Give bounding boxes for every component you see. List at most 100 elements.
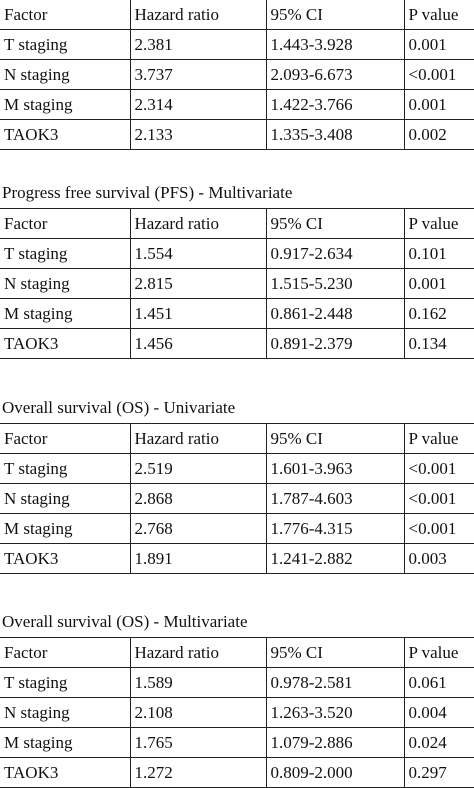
cell-factor: T staging: [0, 667, 131, 698]
table-row: N staging 3.737 2.093-6.673 <0.001: [0, 59, 474, 90]
table-header-row: Factor Hazard ratio 95% CI P value: [0, 0, 474, 30]
cell-factor: TAOK3: [0, 328, 131, 359]
cell-ci: 0.809-2.000: [265, 757, 405, 788]
table-caption: Overall survival (OS) - Univariate: [2, 398, 236, 417]
hazard-table: Factor Hazard ratio 95% CI P value T sta…: [0, 208, 474, 359]
cell-ci: 1.079-2.886: [265, 727, 405, 758]
table-header-row: Factor Hazard ratio 95% CI P value: [0, 423, 474, 454]
cell-p-value: <0.001: [403, 513, 474, 544]
cell-ci: 1.263-3.520: [265, 697, 405, 728]
cell-factor: N staging: [0, 697, 131, 728]
hazard-table: Factor Hazard ratio 95% CI P value T sta…: [0, 637, 474, 788]
cell-factor: TAOK3: [0, 757, 131, 788]
cell-ci: 1.515-5.230: [265, 268, 405, 299]
table-row: M staging 1.765 1.079-2.886 0.024: [0, 727, 474, 758]
cell-ci: 0.861-2.448: [265, 298, 405, 329]
cell-hazard-ratio: 3.737: [129, 59, 267, 90]
cell-hazard-ratio: 2.815: [129, 268, 267, 299]
cell-p-value: <0.001: [403, 59, 474, 90]
header-p-value: P value: [403, 637, 474, 668]
cell-p-value: 0.162: [403, 298, 474, 329]
header-factor: Factor: [0, 208, 131, 239]
cell-hazard-ratio: 2.133: [129, 119, 267, 150]
header-ci: 95% CI: [265, 208, 405, 239]
cell-factor: N staging: [0, 483, 131, 514]
cell-hazard-ratio: 2.768: [129, 513, 267, 544]
header-factor: Factor: [0, 0, 131, 30]
table-row: T staging 2.381 1.443-3.928 0.001: [0, 29, 474, 60]
table-header-row: Factor Hazard ratio 95% CI P value: [0, 208, 474, 239]
cell-p-value: <0.001: [403, 453, 474, 484]
cell-p-value: 0.001: [403, 89, 474, 120]
cell-p-value: 0.003: [403, 543, 474, 574]
table-row: T staging 1.554 0.917-2.634 0.101: [0, 238, 474, 269]
table-row: T staging 1.589 0.978-2.581 0.061: [0, 667, 474, 698]
cell-hazard-ratio: 1.589: [129, 667, 267, 698]
table-row: N staging 2.815 1.515-5.230 0.001: [0, 268, 474, 299]
header-hazard-ratio: Hazard ratio: [129, 208, 267, 239]
header-factor: Factor: [0, 423, 131, 454]
cell-hazard-ratio: 1.456: [129, 328, 267, 359]
cell-p-value: 0.061: [403, 667, 474, 698]
table-row: T staging 2.519 1.601-3.963 <0.001: [0, 453, 474, 484]
table-row: M staging 2.768 1.776-4.315 <0.001: [0, 513, 474, 544]
cell-hazard-ratio: 2.381: [129, 29, 267, 60]
table-row: TAOK3 1.272 0.809-2.000 0.297: [0, 757, 474, 788]
cell-ci: 2.093-6.673: [265, 59, 405, 90]
table-caption: Overall survival (OS) - Multivariate: [2, 612, 248, 631]
cell-p-value: 0.002: [403, 119, 474, 150]
cell-ci: 1.776-4.315: [265, 513, 405, 544]
table-row: TAOK3 2.133 1.335-3.408 0.002: [0, 119, 474, 150]
table-row: TAOK3 1.891 1.241-2.882 0.003: [0, 543, 474, 574]
header-ci: 95% CI: [265, 637, 405, 668]
header-factor: Factor: [0, 637, 131, 668]
cell-p-value: 0.134: [403, 328, 474, 359]
hazard-table: Factor Hazard ratio 95% CI P value T sta…: [0, 423, 474, 574]
header-hazard-ratio: Hazard ratio: [129, 423, 267, 454]
cell-hazard-ratio: 1.451: [129, 298, 267, 329]
cell-factor: M staging: [0, 727, 131, 758]
cell-p-value: <0.001: [403, 483, 474, 514]
cell-factor: T staging: [0, 453, 131, 484]
header-ci: 95% CI: [265, 0, 405, 30]
cell-hazard-ratio: 1.272: [129, 757, 267, 788]
cell-ci: 0.917-2.634: [265, 238, 405, 269]
cell-ci: 1.601-3.963: [265, 453, 405, 484]
cell-factor: N staging: [0, 59, 131, 90]
table-row: M staging 2.314 1.422-3.766 0.001: [0, 89, 474, 120]
cell-factor: N staging: [0, 268, 131, 299]
cell-hazard-ratio: 2.868: [129, 483, 267, 514]
cell-ci: 0.891-2.379: [265, 328, 405, 359]
cell-p-value: 0.001: [403, 268, 474, 299]
cell-hazard-ratio: 1.765: [129, 727, 267, 758]
table-row: N staging 2.108 1.263-3.520 0.004: [0, 697, 474, 728]
cell-factor: TAOK3: [0, 543, 131, 574]
cell-p-value: 0.101: [403, 238, 474, 269]
cell-factor: TAOK3: [0, 119, 131, 150]
cell-p-value: 0.004: [403, 697, 474, 728]
header-ci: 95% CI: [265, 423, 405, 454]
header-p-value: P value: [403, 208, 474, 239]
hazard-table: Factor Hazard ratio 95% CI P value T sta…: [0, 0, 474, 150]
cell-factor: M staging: [0, 513, 131, 544]
cell-p-value: 0.297: [403, 757, 474, 788]
table-row: TAOK3 1.456 0.891-2.379 0.134: [0, 328, 474, 359]
cell-hazard-ratio: 1.891: [129, 543, 267, 574]
cell-ci: 1.422-3.766: [265, 89, 405, 120]
cell-hazard-ratio: 1.554: [129, 238, 267, 269]
header-p-value: P value: [403, 423, 474, 454]
cell-ci: 1.787-4.603: [265, 483, 405, 514]
header-hazard-ratio: Hazard ratio: [129, 0, 267, 30]
cell-p-value: 0.001: [403, 29, 474, 60]
table-caption: Progress free survival (PFS) - Multivari…: [2, 183, 293, 202]
cell-factor: M staging: [0, 89, 131, 120]
cell-factor: M staging: [0, 298, 131, 329]
cell-p-value: 0.024: [403, 727, 474, 758]
table-row: N staging 2.868 1.787-4.603 <0.001: [0, 483, 474, 514]
table-header-row: Factor Hazard ratio 95% CI P value: [0, 637, 474, 668]
header-hazard-ratio: Hazard ratio: [129, 637, 267, 668]
cell-factor: T staging: [0, 238, 131, 269]
cell-hazard-ratio: 2.519: [129, 453, 267, 484]
cell-ci: 1.241-2.882: [265, 543, 405, 574]
header-p-value: P value: [403, 0, 474, 30]
